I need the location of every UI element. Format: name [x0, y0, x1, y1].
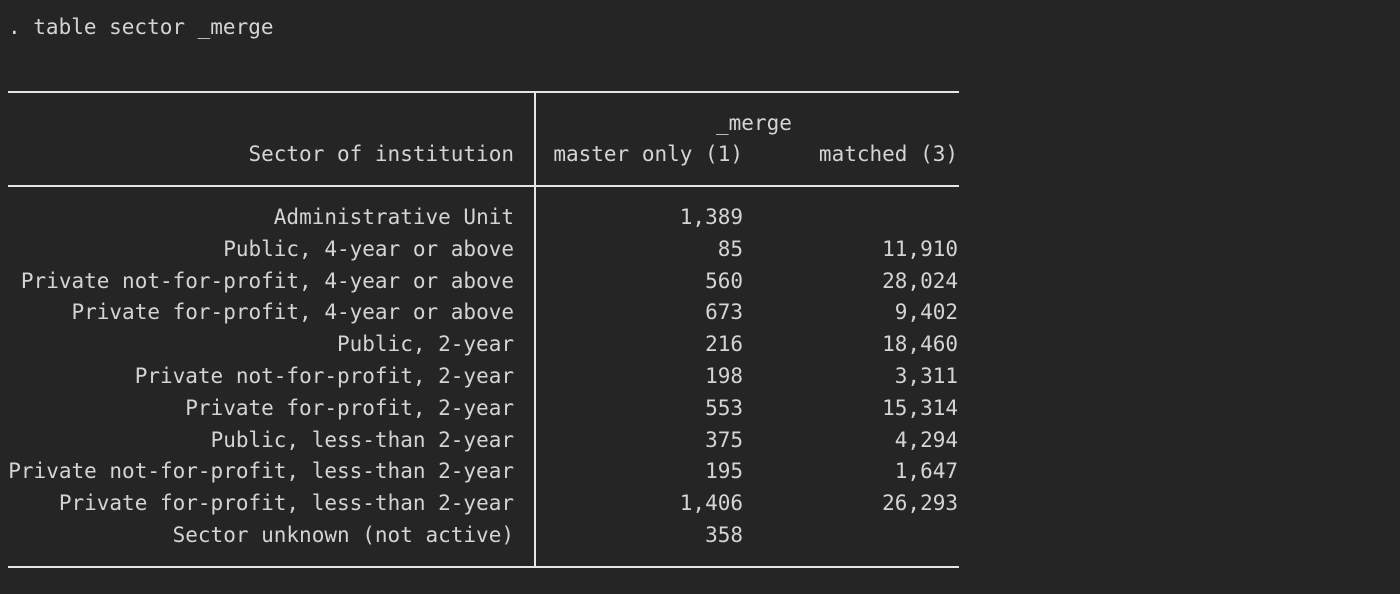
row-label: Private not-for-profit, 4-year or above: [20, 269, 514, 293]
cell-matched: 4,294: [894, 428, 958, 452]
cell-master-only: 216: [705, 332, 743, 356]
column-header-matched: matched (3): [818, 142, 958, 166]
cell-master-only: 1,406: [679, 491, 743, 515]
row-label: Private not-for-profit, less-than 2-year: [8, 459, 514, 483]
merge-group-header: _merge: [716, 111, 792, 135]
cell-master-only: 673: [705, 300, 743, 324]
row-label: Private for-profit, 2-year: [185, 396, 514, 420]
cell-master-only: 553: [705, 396, 743, 420]
row-label: Private not-for-profit, 2-year: [134, 364, 514, 388]
cell-master-only: 195: [705, 459, 743, 483]
table-column-divider: [534, 91, 536, 568]
row-label: Administrative Unit: [273, 205, 514, 229]
table-bottom-rule: [8, 566, 959, 568]
row-label: Public, less-than 2-year: [210, 428, 514, 452]
cell-matched: 1,647: [894, 459, 958, 483]
cell-matched: 28,024: [882, 269, 958, 293]
table-top-rule: [8, 91, 959, 93]
column-header-master-only: master only (1): [553, 142, 743, 166]
table-header-rule: [8, 185, 959, 187]
cell-matched: 11,910: [882, 237, 958, 261]
cell-matched: 15,314: [882, 396, 958, 420]
cell-master-only: 375: [705, 428, 743, 452]
cell-matched: 9,402: [894, 300, 958, 324]
cell-matched: 3,311: [894, 364, 958, 388]
row-label: Public, 2-year: [336, 332, 514, 356]
cell-master-only: 358: [705, 523, 743, 547]
cell-matched: 18,460: [882, 332, 958, 356]
cell-master-only: 560: [705, 269, 743, 293]
row-label: Sector unknown (not active): [172, 523, 514, 547]
row-label: Private for-profit, 4-year or above: [71, 300, 514, 324]
command-line: . table sector _merge: [8, 15, 274, 39]
cell-master-only: 1,389: [679, 205, 743, 229]
row-header: Sector of institution: [248, 142, 514, 166]
row-label: Private for-profit, less-than 2-year: [58, 491, 514, 515]
cell-matched: 26,293: [882, 491, 958, 515]
cell-master-only: 198: [705, 364, 743, 388]
row-label: Public, 4-year or above: [223, 237, 514, 261]
cell-master-only: 85: [717, 237, 743, 261]
